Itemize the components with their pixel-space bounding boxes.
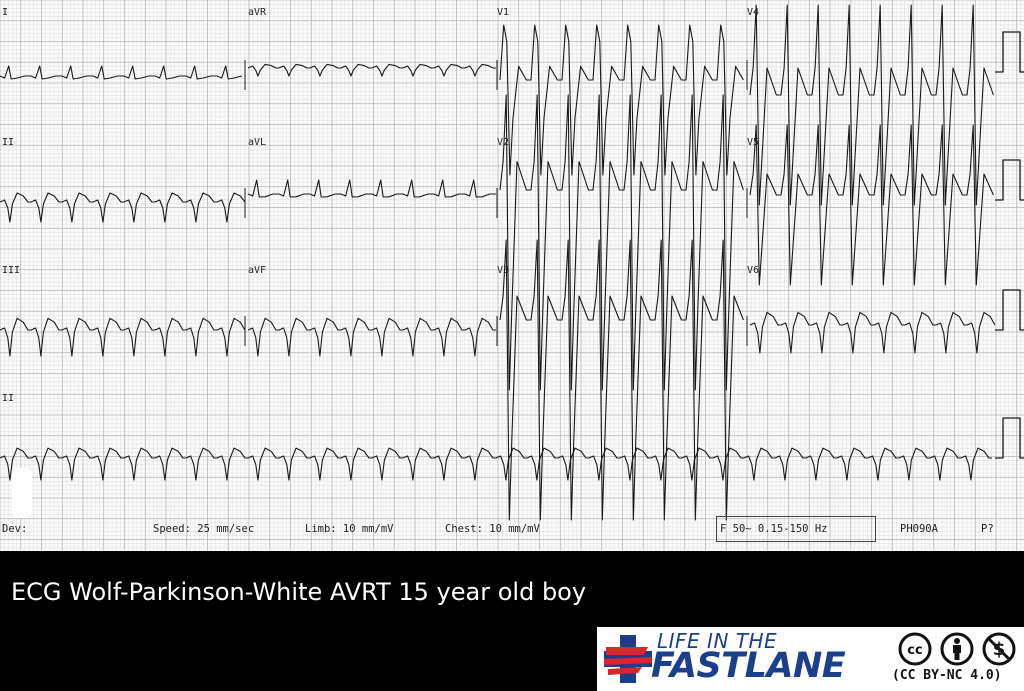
- svg-text:cc: cc: [907, 643, 922, 658]
- lead-label-III: III: [2, 265, 21, 276]
- attribution-icon: [940, 632, 974, 666]
- logo-text-fastlane: FASTLANE: [651, 646, 846, 686]
- trace-lead-II: [0, 192, 246, 223]
- trace-lead-aVR: [247, 63, 496, 77]
- paper-artifact: [12, 468, 32, 518]
- filter-box: [716, 516, 876, 542]
- cc-icon: cc: [898, 632, 932, 666]
- trace-lead-V2: [499, 94, 744, 391]
- trace-lead-V6: [749, 311, 996, 354]
- non-commercial-icon: $: [982, 632, 1016, 666]
- image-caption: ECG Wolf-Parkinson-White AVRT 15 year ol…: [11, 578, 587, 606]
- lead-label-V3: V3: [497, 265, 510, 276]
- trace-lead-aVF: [247, 317, 496, 357]
- footer-page: P?: [981, 523, 994, 535]
- trace-rhythm-II: [0, 447, 992, 481]
- logo-text-life-in-the: LIFE IN THE: [657, 629, 778, 653]
- lead-label-rhythm-II: II: [2, 393, 15, 404]
- calibration-pulse-row1: [995, 31, 1024, 73]
- lead-label-aVL: aVL: [248, 137, 267, 148]
- trace-lead-I: [0, 65, 242, 80]
- lead-label-V1: V1: [497, 7, 510, 18]
- trace-lead-V1: [499, 24, 744, 176]
- calibration-pulse-row2: [995, 159, 1024, 201]
- lead-label-V4: V4: [747, 7, 760, 18]
- grid-minor: [0, 0, 1024, 551]
- footer-speed: Speed: 25 mm/sec: [153, 523, 255, 535]
- footer-device: Dev:: [2, 523, 28, 535]
- lead-label-II: II: [2, 137, 15, 148]
- ecg-strip: I aVR V1 V4 II aVL V2 V5 III aVF V3 V6 I…: [0, 0, 1024, 551]
- trace-lead-V5: [749, 124, 994, 286]
- lead-label-V5: V5: [747, 137, 760, 148]
- license-text: (CC BY-NC 4.0): [892, 668, 1002, 683]
- lead-label-aVF: aVF: [248, 265, 267, 276]
- footer-limb-gain: Limb: 10 mm/mV: [305, 523, 394, 535]
- trace-lead-III: [0, 317, 246, 357]
- footer-code: PH090A: [900, 523, 938, 535]
- creative-commons-icons: cc $: [898, 632, 1016, 666]
- lead-label-V6: V6: [747, 265, 760, 276]
- ecg-traces: [0, 4, 1024, 521]
- trace-lead-aVL: [247, 179, 496, 198]
- medical-cross-icon: [604, 635, 652, 683]
- footer-filter: F 50~ 0.15-150 Hz: [720, 523, 828, 535]
- lead-label-I: I: [2, 7, 9, 18]
- trace-lead-V4: [749, 4, 994, 206]
- lead-label-aVR: aVR: [248, 7, 267, 18]
- calibration-pulse-row3: [995, 289, 1024, 331]
- lead-label-V2: V2: [497, 137, 510, 148]
- footer-chest-gain: Chest: 10 mm/mV: [445, 523, 540, 535]
- ecg-tracing: [0, 0, 1024, 551]
- calibration-pulse-rhythm: [995, 417, 1024, 459]
